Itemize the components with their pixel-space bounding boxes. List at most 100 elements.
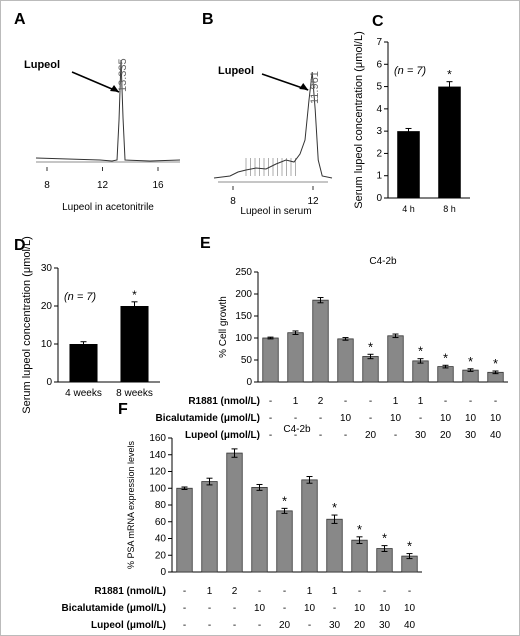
chart-f-bar [201,481,218,573]
chart-e-bar [262,337,279,383]
chart-f-y-tick-label: 0 [160,567,166,578]
chart-d-bar [120,306,149,382]
chromatogram-b-xlabel: Lupeol in serum [240,206,311,217]
chart-e-condition-value: 10 [490,413,502,424]
chart-f-condition-value: - [358,586,361,597]
chart-f-condition-value: - [183,603,186,614]
chart-c-category-label: 4 h [402,204,415,214]
chart-e-condition-value: - [419,413,422,424]
chart-e-condition-value: - [319,413,322,424]
chart-c-y-label: Serum lupeol concentration (μmol/L) [353,31,365,209]
chart-f-bar [276,510,293,573]
panel-letter-f: F [118,401,128,418]
chart-e-condition-value: 30 [415,430,427,441]
chart-f-y-tick-label: 160 [149,433,166,444]
chart-e-condition-value: 40 [490,430,502,441]
chart-c-significance-mark: * [447,68,452,82]
chart-c-note: (n = 7) [394,65,426,77]
chart-f-condition-value: 1 [332,586,338,597]
chart-e-y-tick-label: 100 [235,333,252,344]
chart-d-y-tick-label: 0 [46,377,52,388]
chromatogram-b-annotation: Lupeol [218,65,254,77]
chart-f-condition-value: - [283,603,286,614]
chart-f-y-tick-label: 140 [149,450,166,461]
chromatogram-b-tick-label: 12 [307,196,319,207]
chart-c-y-tick-label: 5 [376,82,382,93]
chart-e-condition-label: R1881 (nmol/L) [188,396,260,407]
chart-f-condition-value: - [383,586,386,597]
chart-f-condition-value: - [208,603,211,614]
chart-f-bar [376,548,393,573]
chart-e-condition-value: 10 [465,413,477,424]
chart-d-y-tick-label: 20 [41,301,53,312]
chart-f-condition-value: - [408,586,411,597]
chart-e-title: C4-2b [369,256,397,267]
chart-e-significance-mark: * [468,354,473,369]
panel-letter-e: E [200,235,211,252]
chart-e-condition-value: 10 [440,413,452,424]
chart-f-significance-mark: * [282,493,287,508]
chart-e-y-tick-label: 150 [235,311,252,322]
chart-e-condition-value: 20 [365,430,377,441]
chart-f-condition-value: 2 [232,586,238,597]
chart-c-y-tick-label: 7 [376,37,382,48]
chart-e-y-tick-label: 250 [235,267,252,278]
chart-c-bar [397,131,420,198]
chromatogram-a-xlabel: Lupeol in acetonitrile [62,202,154,213]
chart-d-bar [69,344,98,382]
chart-e-condition-value: - [269,413,272,424]
chart-e-y-tick-label: 200 [235,289,252,300]
chromatogram-a-tick-label: 8 [44,180,50,191]
chart-e-condition-value: - [344,430,347,441]
chart-c-y-tick-label: 1 [376,171,382,182]
chart-c-y-tick-label: 2 [376,148,382,159]
chromatogram-a-tick-label: 16 [152,180,164,191]
chart-e-bar [437,366,454,383]
chart-f-y-tick-label: 120 [149,467,166,478]
chromatogram-a-arrow [71,71,120,93]
chart-f-condition-value: - [283,586,286,597]
chart-d-category-label: 8 weeks [116,388,153,399]
chart-f-condition-value: - [183,620,186,631]
chart-f-bar [251,487,268,573]
chart-e-condition-value: 1 [393,396,399,407]
chart-f-condition-value: - [183,586,186,597]
chart-f-condition-value: 10 [354,603,366,614]
chart-f-y-tick-label: 80 [155,500,167,511]
panel-letter-b: B [202,11,214,28]
chart-e-condition-label: Bicalutamide (μmol/L) [156,413,260,424]
chart-f-title: C4-2b [283,424,311,435]
chart-f-condition-value: 1 [207,586,213,597]
chart-e-bar [337,338,354,383]
chart-f-condition-value: 30 [329,620,341,631]
chart-f-condition-label: Bicalutamide (μmol/L) [62,603,166,614]
chromatogram-a-trace [35,59,181,162]
chart-c-y-tick-label: 3 [376,126,382,137]
chart-f-condition-value: - [308,620,311,631]
chart-f-condition-value: - [233,620,236,631]
chart-f-bar [326,518,343,573]
chart-e-y-tick-label: 50 [241,355,253,366]
chromatogram-a-tick-label: 12 [97,180,109,191]
chart-e-condition-value: 20 [440,430,452,441]
chart-d-y-tick-label: 30 [41,263,53,274]
chart-d-category-label: 4 weeks [65,388,102,399]
chart-f-condition-value: - [333,603,336,614]
panel-letter-d: D [14,237,26,254]
chart-e-condition-value: - [394,430,397,441]
chart-e-condition-value: - [319,430,322,441]
chart-e-condition-value: - [294,430,297,441]
chart-e-condition-value: - [369,413,372,424]
chromatogram-b-arrowhead [299,83,309,90]
chart-e-condition-label: Lupeol (μmol/L) [185,430,260,441]
chart-f-bar [301,479,318,573]
chart-f-y-tick-label: 60 [155,517,167,528]
chart-f-significance-mark: * [407,539,412,554]
chart-f-condition-value: 10 [379,603,391,614]
chart-e-condition-value: - [294,413,297,424]
chart-c-y-tick-label: 4 [376,104,382,115]
chart-e-bar [312,299,329,383]
chart-f-condition-value: - [258,586,261,597]
chart-e-significance-mark: * [418,344,423,359]
chromatogram-a-arrowhead [110,85,120,92]
